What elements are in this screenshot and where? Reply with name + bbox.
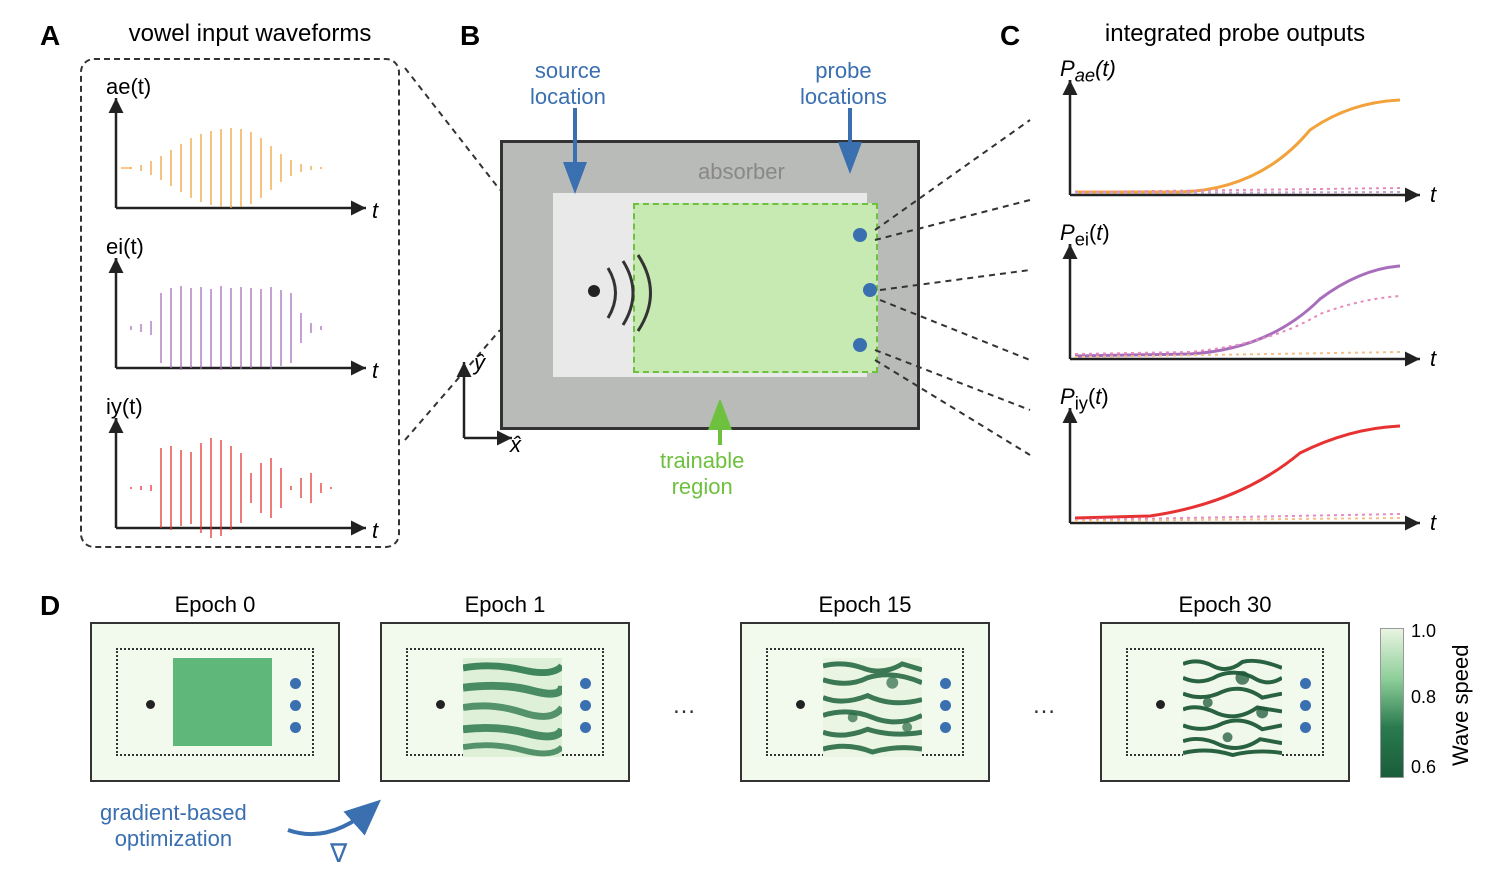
pei-plot bbox=[1060, 244, 1430, 374]
epoch1-box bbox=[380, 622, 630, 782]
epoch1-p2 bbox=[580, 700, 591, 711]
epoch30-p2 bbox=[1300, 700, 1311, 711]
epoch15-label: Epoch 15 bbox=[740, 592, 990, 618]
pae-axis: t bbox=[1430, 182, 1436, 208]
figure-root: A vowel input waveforms ae(t) bbox=[0, 0, 1498, 886]
trainable-arrow-icon bbox=[700, 400, 740, 450]
epoch0-p2 bbox=[290, 700, 301, 711]
piy-plot bbox=[1060, 408, 1430, 538]
panel-c-title: integrated probe outputs bbox=[1070, 20, 1400, 48]
panel-a-box: ae(t) bbox=[80, 58, 400, 548]
epoch0-label: Epoch 0 bbox=[90, 592, 340, 618]
wave-iy-axis: t bbox=[372, 518, 378, 544]
wave-ei-plot bbox=[106, 258, 376, 388]
epoch0-box bbox=[90, 622, 340, 782]
ellipsis-2: … bbox=[1032, 692, 1056, 720]
epoch30-box bbox=[1100, 622, 1350, 782]
ellipsis-1: … bbox=[672, 692, 696, 720]
panel-c-label: C bbox=[1000, 20, 1020, 52]
epoch0-inner bbox=[116, 648, 314, 756]
cb-tick-2: 0.8 bbox=[1411, 687, 1436, 708]
panel-d-label: D bbox=[40, 590, 60, 622]
epoch0-train bbox=[173, 658, 272, 746]
epoch1-label: Epoch 1 bbox=[380, 592, 630, 618]
epoch15-p3 bbox=[940, 722, 951, 733]
pae-plot bbox=[1060, 80, 1430, 210]
panel-a-title: vowel input waveforms bbox=[100, 20, 400, 48]
panel-a-label: A bbox=[40, 20, 60, 52]
epoch30-p1 bbox=[1300, 678, 1311, 689]
y-axis-label: ŷ bbox=[474, 350, 485, 376]
epoch15-inner bbox=[766, 648, 964, 756]
wave-ae-axis: t bbox=[372, 198, 378, 224]
wave-ae-plot bbox=[106, 98, 376, 228]
wave-iy-label: iy(t) bbox=[106, 394, 143, 420]
source-arrow-icon bbox=[555, 108, 595, 198]
epoch30-p3 bbox=[1300, 722, 1311, 733]
epoch15-box bbox=[740, 622, 990, 782]
nabla-icon: ∇ bbox=[330, 838, 347, 869]
wave-ei-label: ei(t) bbox=[106, 234, 144, 260]
absorber-label: absorber bbox=[698, 159, 785, 185]
x-axis-label: x̂ bbox=[510, 432, 521, 458]
epoch0-p3 bbox=[290, 722, 301, 733]
colorbar: 1.0 0.8 0.6 bbox=[1380, 628, 1404, 778]
epoch30-inner bbox=[1126, 648, 1324, 756]
epoch30-src bbox=[1156, 700, 1165, 709]
panel-b-label: B bbox=[460, 20, 480, 52]
epoch30-train bbox=[1183, 658, 1282, 757]
probe-dot-1 bbox=[853, 228, 867, 242]
epoch1-inner bbox=[406, 648, 604, 756]
optimization-label: gradient-basedoptimization bbox=[100, 800, 247, 853]
pei-axis: t bbox=[1430, 346, 1436, 372]
epoch0-src bbox=[146, 700, 155, 709]
epoch15-p2 bbox=[940, 700, 951, 711]
probe-arrow-icon bbox=[830, 108, 870, 178]
epoch15-p1 bbox=[940, 678, 951, 689]
probe-locations-label: probelocations bbox=[800, 58, 887, 111]
wave-iy-plot bbox=[106, 418, 376, 548]
epoch1-src bbox=[436, 700, 445, 709]
trainable-region-label: trainableregion bbox=[660, 448, 744, 501]
wave-ae-label: ae(t) bbox=[106, 74, 151, 100]
piy-axis: t bbox=[1430, 510, 1436, 536]
epoch30-label: Epoch 30 bbox=[1100, 592, 1350, 618]
epoch1-p3 bbox=[580, 722, 591, 733]
probe-dot-3 bbox=[853, 338, 867, 352]
cb-tick-3: 0.6 bbox=[1411, 757, 1436, 778]
wave-ei-axis: t bbox=[372, 358, 378, 384]
emission-arcs-icon bbox=[598, 253, 678, 333]
cb-tick-1: 1.0 bbox=[1411, 621, 1436, 642]
epoch1-p1 bbox=[580, 678, 591, 689]
epoch15-train bbox=[823, 658, 922, 757]
colorbar-label: Wave speed bbox=[1448, 630, 1474, 780]
epoch15-src bbox=[796, 700, 805, 709]
epoch1-train bbox=[463, 658, 562, 757]
source-location-label: sourcelocation bbox=[530, 58, 606, 111]
epoch0-p1 bbox=[290, 678, 301, 689]
b-to-c-connectors bbox=[870, 110, 1040, 460]
